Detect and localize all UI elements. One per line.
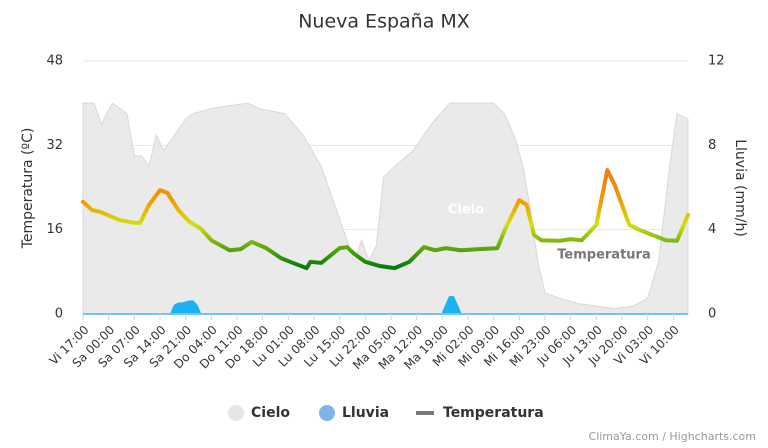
y-tick-label: 32 [46, 138, 63, 153]
y2-tick-label: 0 [708, 307, 716, 322]
y-axis-title: Temperatura (ºC) [20, 128, 36, 250]
series-label: Temperatura [557, 248, 650, 263]
line [81, 168, 690, 271]
y-tick-label: 0 [55, 307, 63, 322]
legend-label[interactable]: Temperatura [443, 405, 544, 421]
y2-tick-label: 4 [708, 222, 716, 237]
legend-swatch [319, 405, 335, 421]
legend-swatch [416, 411, 434, 415]
y2-tick-label: 12 [708, 54, 725, 69]
y2-axis-title: Lluvia (mm/h) [732, 139, 748, 237]
series-label: Cielo [448, 203, 484, 218]
y2-tick-label: 8 [708, 138, 716, 153]
credits: ClimaYa.com / Highcharts.com [589, 430, 756, 443]
y-tick-label: 48 [46, 54, 63, 69]
chart-title: Nueva España MX [298, 11, 470, 33]
y-tick-label: 16 [46, 222, 63, 237]
legend-swatch [228, 405, 244, 421]
legend-label[interactable]: Lluvia [342, 405, 389, 421]
legend-label[interactable]: Cielo [251, 405, 290, 421]
area [82, 102, 689, 315]
